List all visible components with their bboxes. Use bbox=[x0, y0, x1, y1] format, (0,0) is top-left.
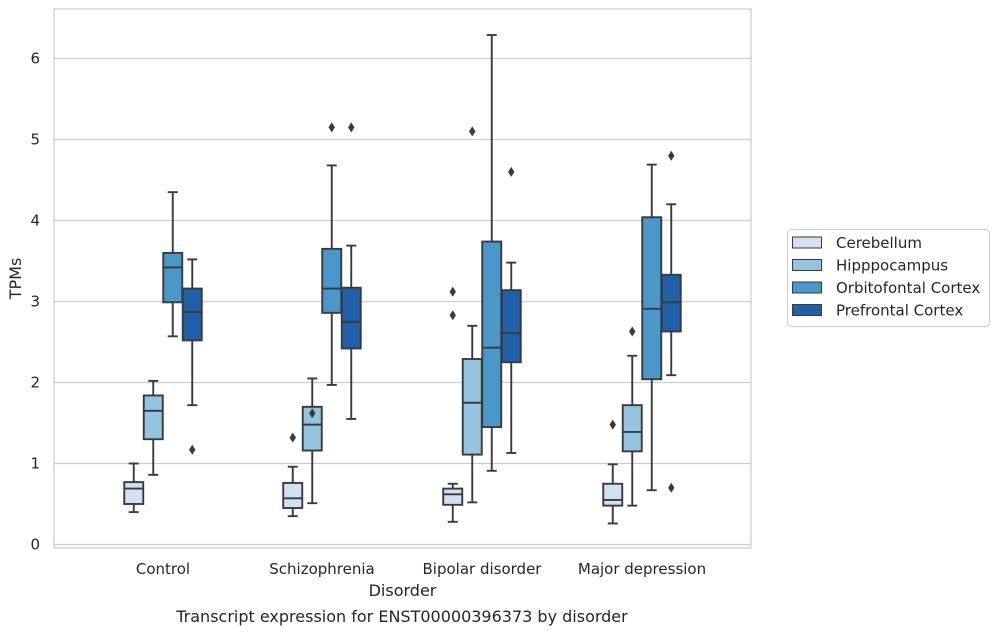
box-iqr bbox=[442, 487, 464, 506]
legend-swatch bbox=[792, 259, 822, 271]
outlier-point bbox=[508, 166, 515, 177]
box-iqr bbox=[641, 216, 663, 381]
y-tick-label: 2 bbox=[30, 374, 40, 392]
box-cerebellum-bipolar-disorder bbox=[442, 286, 464, 523]
outlier-point bbox=[289, 432, 296, 443]
y-axis-label: TPMs bbox=[6, 258, 25, 301]
outlier-point bbox=[469, 126, 476, 137]
outlier-point bbox=[348, 122, 355, 133]
box-iqr bbox=[162, 251, 184, 304]
x-axis-ticks: Control Schizophrenia Bipolar disorder Majo… bbox=[136, 560, 706, 578]
plot-frame bbox=[53, 8, 752, 549]
box-cerebellum-control bbox=[123, 462, 145, 514]
box-iqr bbox=[461, 358, 483, 456]
box-prefrontal-cortex-schizophrenia bbox=[340, 122, 362, 420]
outlier-point bbox=[309, 408, 316, 419]
box-iqr bbox=[621, 404, 643, 453]
legend-label: Prefrontal Cortex bbox=[836, 302, 963, 320]
box-prefrontal-cortex-major-depression bbox=[660, 150, 682, 493]
box-hipppocampus-control bbox=[142, 379, 164, 476]
outlier-point bbox=[668, 482, 675, 493]
box-iqr bbox=[481, 240, 503, 429]
box-hipppocampus-bipolar-disorder bbox=[461, 126, 483, 504]
legend: Cerebellum Hipppocampus Orbitofontal Corte… bbox=[787, 229, 990, 327]
box-orbitofontal-cortex-bipolar-disorder bbox=[481, 34, 503, 472]
legend-label: Cerebellum bbox=[836, 234, 922, 252]
outlier-point bbox=[449, 310, 456, 321]
x-tick-label: Control bbox=[136, 560, 190, 578]
box-orbitofontal-cortex-major-depression bbox=[641, 163, 663, 492]
y-tick-label: 1 bbox=[30, 455, 40, 473]
y-tick-label: 0 bbox=[30, 536, 40, 554]
box-iqr bbox=[301, 405, 323, 452]
legend-swatch bbox=[792, 281, 822, 294]
x-tick-label: Bipolar disorder bbox=[423, 560, 543, 578]
legend-label: Hipppocampus bbox=[836, 257, 948, 275]
chart-caption: Transcript expression for ENST0000039637… bbox=[175, 607, 628, 626]
box-hipppocampus-major-depression bbox=[621, 326, 643, 507]
legend-item: Cerebellum bbox=[792, 234, 922, 252]
outlier-point bbox=[609, 419, 616, 430]
y-tick-label: 4 bbox=[30, 212, 40, 230]
box-orbitofontal-cortex-control bbox=[162, 191, 184, 338]
box-iqr bbox=[282, 481, 304, 510]
outlier-point bbox=[328, 122, 335, 133]
box-hipppocampus-schizophrenia bbox=[301, 377, 323, 505]
box-iqr bbox=[500, 289, 522, 364]
legend-item: Hipppocampus bbox=[792, 257, 948, 275]
x-tick-label: Major depression bbox=[578, 560, 706, 578]
outlier-point bbox=[668, 150, 675, 161]
box-prefrontal-cortex-control bbox=[181, 258, 203, 455]
y-tick-label: 3 bbox=[30, 293, 40, 311]
y-axis-ticks: 0 1 2 3 4 5 6 bbox=[30, 50, 40, 554]
legend-frame bbox=[787, 229, 990, 327]
box-orbitofontal-cortex-schizophrenia bbox=[321, 122, 343, 386]
legend-item: Prefrontal Cortex bbox=[792, 302, 963, 320]
box-iqr bbox=[340, 286, 362, 350]
box-iqr bbox=[123, 481, 145, 505]
outlier-point bbox=[449, 286, 456, 297]
legend-swatch bbox=[792, 304, 822, 316]
y-tick-label: 6 bbox=[30, 50, 40, 68]
y-tick-label: 5 bbox=[30, 131, 40, 149]
box-cerebellum-major-depression bbox=[602, 419, 624, 525]
box-iqr bbox=[181, 287, 203, 342]
box-iqr bbox=[602, 482, 624, 507]
box-cerebellum-schizophrenia bbox=[282, 432, 304, 518]
legend-swatch bbox=[792, 236, 822, 249]
legend-item: Orbitofontal Cortex bbox=[792, 279, 980, 297]
box-prefrontal-cortex-bipolar-disorder bbox=[500, 166, 522, 454]
outlier-point bbox=[189, 444, 196, 455]
box-iqr bbox=[142, 394, 164, 441]
outlier-point bbox=[629, 326, 636, 337]
box-iqr bbox=[321, 247, 343, 314]
x-axis-label: Disorder bbox=[369, 581, 437, 600]
box-plots bbox=[123, 34, 682, 525]
x-tick-label: Schizophrenia bbox=[269, 560, 374, 578]
legend-label: Orbitofontal Cortex bbox=[836, 279, 980, 297]
